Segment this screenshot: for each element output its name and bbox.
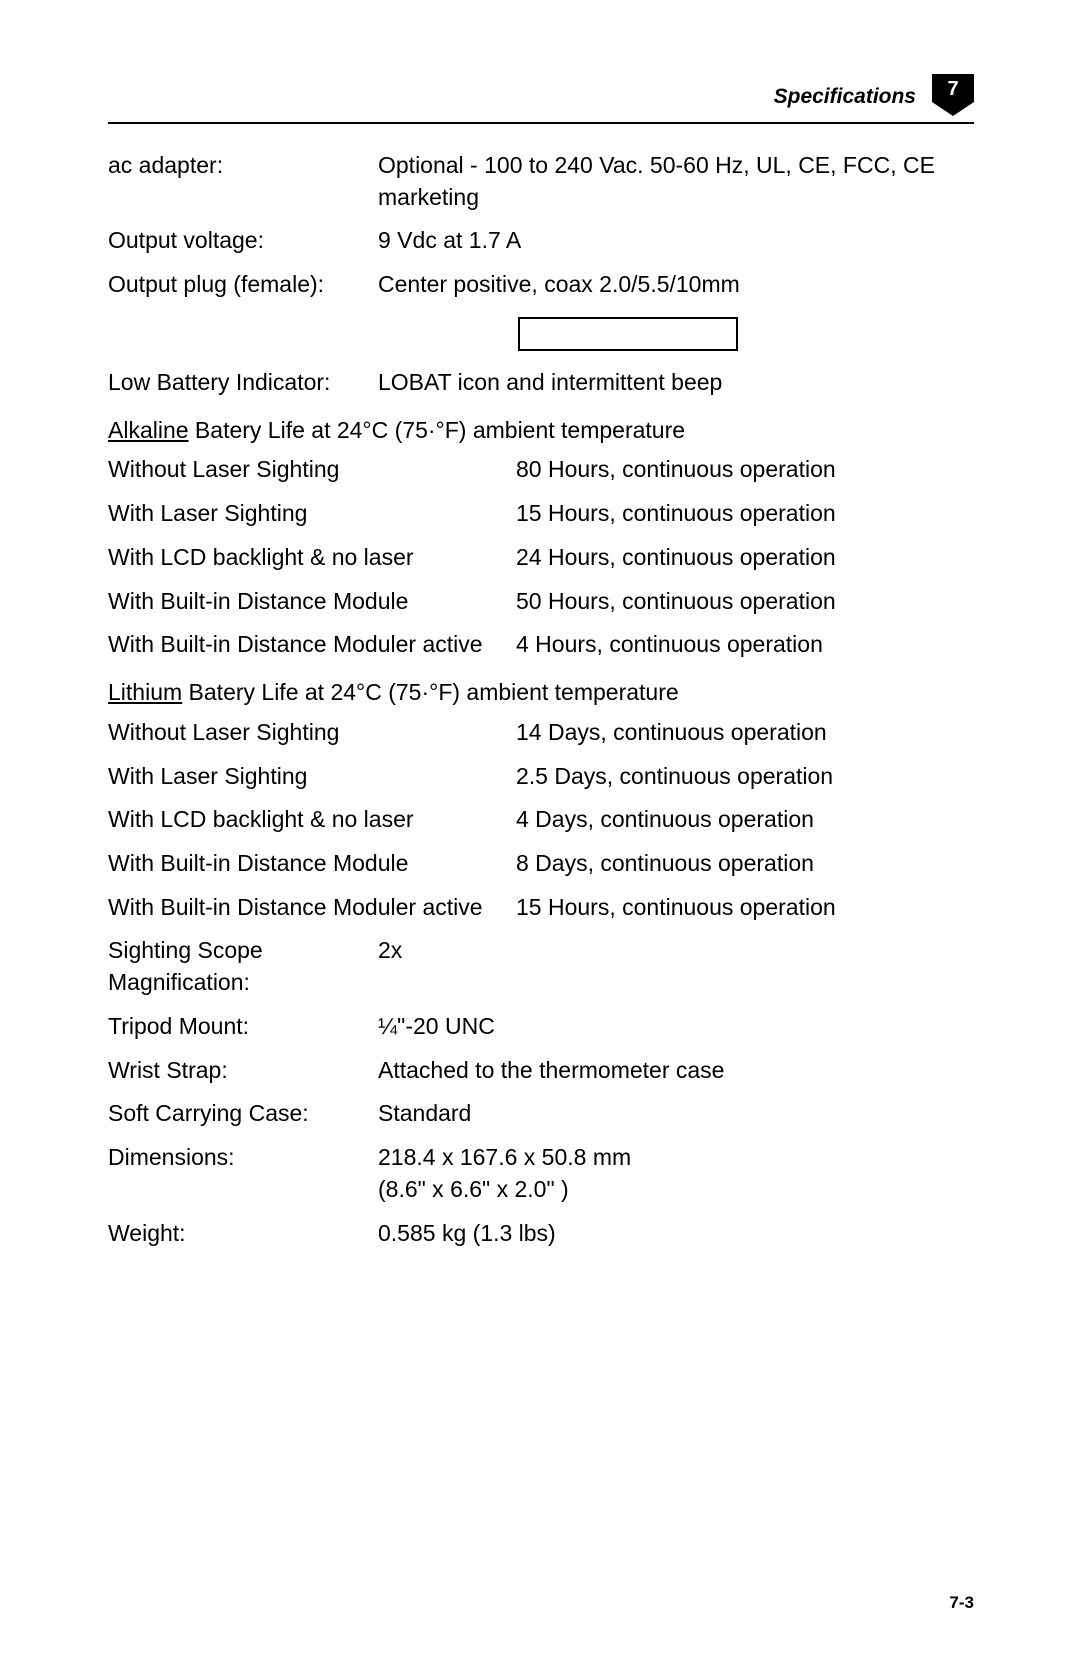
spec-label: Wrist Strap: (108, 1055, 378, 1087)
spec-row: With Laser Sighting2.5 Days, continuous … (108, 761, 974, 793)
spec-row: With LCD backlight & no laser4 Days, con… (108, 804, 974, 836)
spec-value: 24 Hours, continuous operation (516, 542, 974, 574)
spec-row: With LCD backlight & no laser24 Hours, c… (108, 542, 974, 574)
spec-label: With Built-in Distance Moduler active (108, 892, 516, 924)
spec-label: Weight: (108, 1218, 378, 1250)
spec-label: Sighting Scope Magnification: (108, 935, 378, 998)
polarity-symbol (518, 317, 738, 351)
spec-value: 50 Hours, continuous operation (516, 586, 974, 618)
spec-row (108, 313, 974, 355)
lithium-header-rest: Batery Life at 24°C (75·°F) ambient temp… (182, 679, 679, 705)
spec-label: With Built-in Distance Moduler active (108, 629, 516, 661)
alkaline-header: Alkaline Batery Life at 24°C (75·°F) amb… (108, 415, 974, 447)
alkaline-header-underlined: Alkaline (108, 417, 189, 443)
spec-value: 2.5 Days, continuous operation (516, 761, 974, 793)
spec-label: Low Battery Indicator: (108, 367, 378, 399)
spec-label: With LCD backlight & no laser (108, 804, 516, 836)
spec-value: LOBAT icon and intermittent beep (378, 367, 974, 399)
alkaline-header-rest: Batery Life at 24°C (75·°F) ambient temp… (189, 417, 686, 443)
header-title: Specifications (774, 85, 916, 109)
spec-rows-bottom: Sighting Scope Magnification:2x Tripod Mo… (108, 935, 974, 1249)
spec-row: Weight:0.585 kg (1.3 lbs) (108, 1218, 974, 1250)
spec-row: Soft Carrying Case:Standard (108, 1098, 974, 1130)
chapter-number: 7 (932, 74, 974, 116)
spec-row: With Built-in Distance Module8 Days, con… (108, 848, 974, 880)
spec-value: Standard (378, 1098, 974, 1130)
spec-row: ac adapter:Optional - 100 to 240 Vac. 50… (108, 150, 974, 213)
spec-row: Sighting Scope Magnification:2x (108, 935, 974, 998)
spec-value: 15 Hours, continuous operation (516, 498, 974, 530)
spec-row: With Built-in Distance Module50 Hours, c… (108, 586, 974, 618)
spec-value: Attached to the thermometer case (378, 1055, 974, 1087)
spec-label: Output plug (female): (108, 269, 378, 301)
spec-label: Without Laser Sighting (108, 717, 516, 749)
spec-row: Dimensions:218.4 x 167.6 x 50.8 mm (8.6"… (108, 1142, 974, 1205)
lithium-rows: Without Laser Sighting14 Days, continuou… (108, 717, 974, 924)
spec-row: Without Laser Sighting80 Hours, continuo… (108, 454, 974, 486)
spec-row: Wrist Strap:Attached to the thermometer … (108, 1055, 974, 1087)
spec-value: 15 Hours, continuous operation (516, 892, 974, 924)
spec-value: 80 Hours, continuous operation (516, 454, 974, 486)
spec-value: 0.585 kg (1.3 lbs) (378, 1218, 974, 1250)
page-number: 7-3 (949, 1593, 974, 1613)
chapter-badge: 7 (932, 74, 974, 116)
spec-label: With LCD backlight & no laser (108, 542, 516, 574)
spec-label: With Laser Sighting (108, 761, 516, 793)
lithium-header: Lithium Batery Life at 24°C (75·°F) ambi… (108, 677, 974, 709)
spec-label: With Laser Sighting (108, 498, 516, 530)
spec-value: Optional - 100 to 240 Vac. 50-60 Hz, UL,… (378, 150, 974, 213)
spec-value: 4 Days, continuous operation (516, 804, 974, 836)
spec-label: Output voltage: (108, 225, 378, 257)
spec-label: ac adapter: (108, 150, 378, 182)
spec-row: Low Battery Indicator:LOBAT icon and int… (108, 367, 974, 399)
spec-label: With Built-in Distance Module (108, 848, 516, 880)
spec-row: Without Laser Sighting14 Days, continuou… (108, 717, 974, 749)
spec-value: Center positive, coax 2.0/5.5/10mm (378, 269, 974, 301)
spec-value: 8 Days, continuous operation (516, 848, 974, 880)
lithium-header-underlined: Lithium (108, 679, 182, 705)
spec-value: 2x (378, 935, 974, 967)
spec-row: Output plug (female):Center positive, co… (108, 269, 974, 301)
spec-value: 14 Days, continuous operation (516, 717, 974, 749)
spec-value (378, 313, 974, 355)
spec-label: Without Laser Sighting (108, 454, 516, 486)
spec-row: With Built-in Distance Moduler active4 H… (108, 629, 974, 661)
spec-row: With Built-in Distance Moduler active15 … (108, 892, 974, 924)
alkaline-rows: Without Laser Sighting80 Hours, continuo… (108, 454, 974, 661)
spec-row: Output voltage:9 Vdc at 1.7 A (108, 225, 974, 257)
spec-row: With Laser Sighting15 Hours, continuous … (108, 498, 974, 530)
page-header: Specifications 7 (108, 78, 974, 124)
spec-value: 218.4 x 167.6 x 50.8 mm (8.6" x 6.6" x 2… (378, 1142, 974, 1205)
spec-value: 9 Vdc at 1.7 A (378, 225, 974, 257)
specifications-page: Specifications 7 ac adapter:Optional - 1… (0, 0, 1080, 1249)
spec-rows-top: ac adapter:Optional - 100 to 240 Vac. 50… (108, 150, 974, 399)
spec-value: ¼"-20 UNC (378, 1011, 974, 1043)
spec-label: Tripod Mount: (108, 1011, 378, 1043)
spec-row: Tripod Mount:¼"-20 UNC (108, 1011, 974, 1043)
spec-label: Dimensions: (108, 1142, 378, 1174)
spec-label: Soft Carrying Case: (108, 1098, 378, 1130)
spec-value: 4 Hours, continuous operation (516, 629, 974, 661)
spec-label: With Built-in Distance Module (108, 586, 516, 618)
